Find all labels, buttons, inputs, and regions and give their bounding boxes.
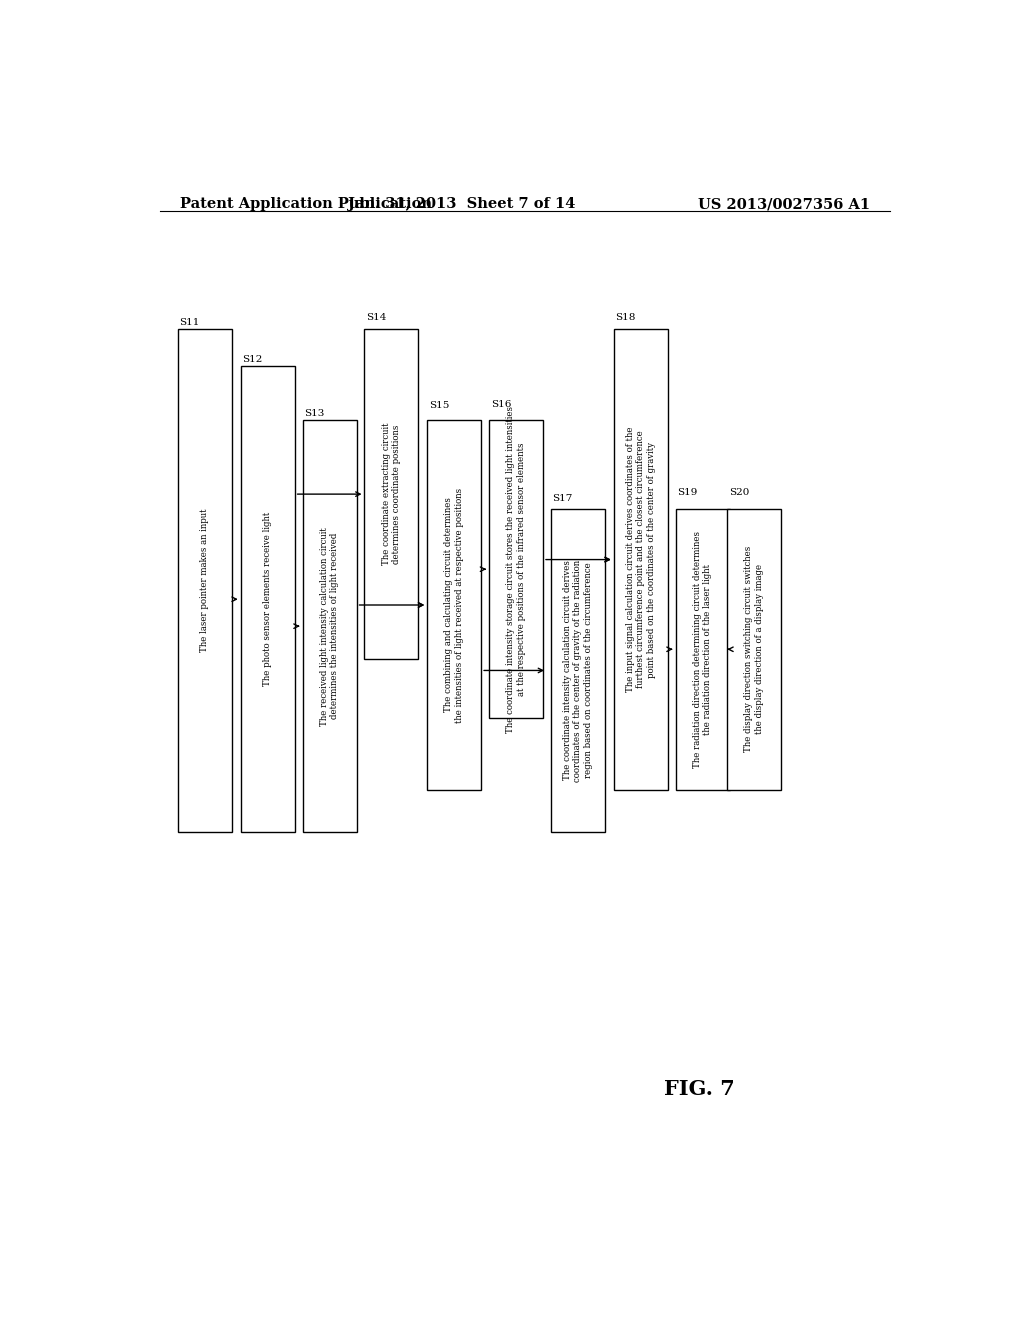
- Text: S11: S11: [179, 318, 200, 327]
- Text: S15: S15: [429, 401, 450, 411]
- Bar: [727, 508, 781, 789]
- Bar: [489, 420, 543, 718]
- Text: The coordinate intensity storage circuit stores the received light intensities
a: The coordinate intensity storage circuit…: [507, 405, 525, 733]
- Text: S13: S13: [304, 409, 325, 418]
- Text: S17: S17: [553, 494, 573, 503]
- Text: The photo sensor elements receive light: The photo sensor elements receive light: [263, 512, 272, 686]
- Text: Patent Application Publication: Patent Application Publication: [179, 197, 431, 211]
- Text: S16: S16: [490, 400, 511, 409]
- Bar: [178, 330, 232, 832]
- Bar: [303, 420, 356, 832]
- Text: The laser pointer makes an input: The laser pointer makes an input: [201, 510, 210, 652]
- Text: The input signal calculation circuit derives coordinates of the
furthest circumf: The input signal calculation circuit der…: [626, 426, 655, 692]
- Text: S19: S19: [677, 487, 697, 496]
- Bar: [676, 508, 729, 789]
- Text: Jan. 31, 2013  Sheet 7 of 14: Jan. 31, 2013 Sheet 7 of 14: [347, 197, 575, 211]
- Bar: [427, 420, 481, 789]
- Text: S20: S20: [729, 488, 750, 498]
- Text: US 2013/0027356 A1: US 2013/0027356 A1: [698, 197, 870, 211]
- Text: FIG. 7: FIG. 7: [664, 1078, 735, 1098]
- Text: The display direction switching circuit switches
the display direction of a disp: The display direction switching circuit …: [744, 546, 764, 752]
- Text: S14: S14: [367, 313, 386, 322]
- Text: The received light intensity calculation circuit
determines the intensities of l: The received light intensity calculation…: [319, 527, 339, 726]
- Bar: [241, 367, 295, 832]
- Text: S18: S18: [615, 313, 636, 322]
- Text: S12: S12: [243, 355, 262, 364]
- Text: The combining and calculating circuit determines
the intensities of light receiv: The combining and calculating circuit de…: [444, 487, 464, 722]
- Text: The coordinate extracting circuit
determines coordinate positions: The coordinate extracting circuit determ…: [382, 422, 401, 565]
- Text: The coordinate intensity calculation circuit derives
coordinates of the center o: The coordinate intensity calculation cir…: [563, 560, 593, 781]
- Text: The radiation direction determining circuit determines
the radiation direction o: The radiation direction determining circ…: [693, 531, 713, 768]
- Bar: [365, 330, 419, 659]
- Bar: [551, 508, 605, 832]
- Bar: [613, 330, 668, 789]
